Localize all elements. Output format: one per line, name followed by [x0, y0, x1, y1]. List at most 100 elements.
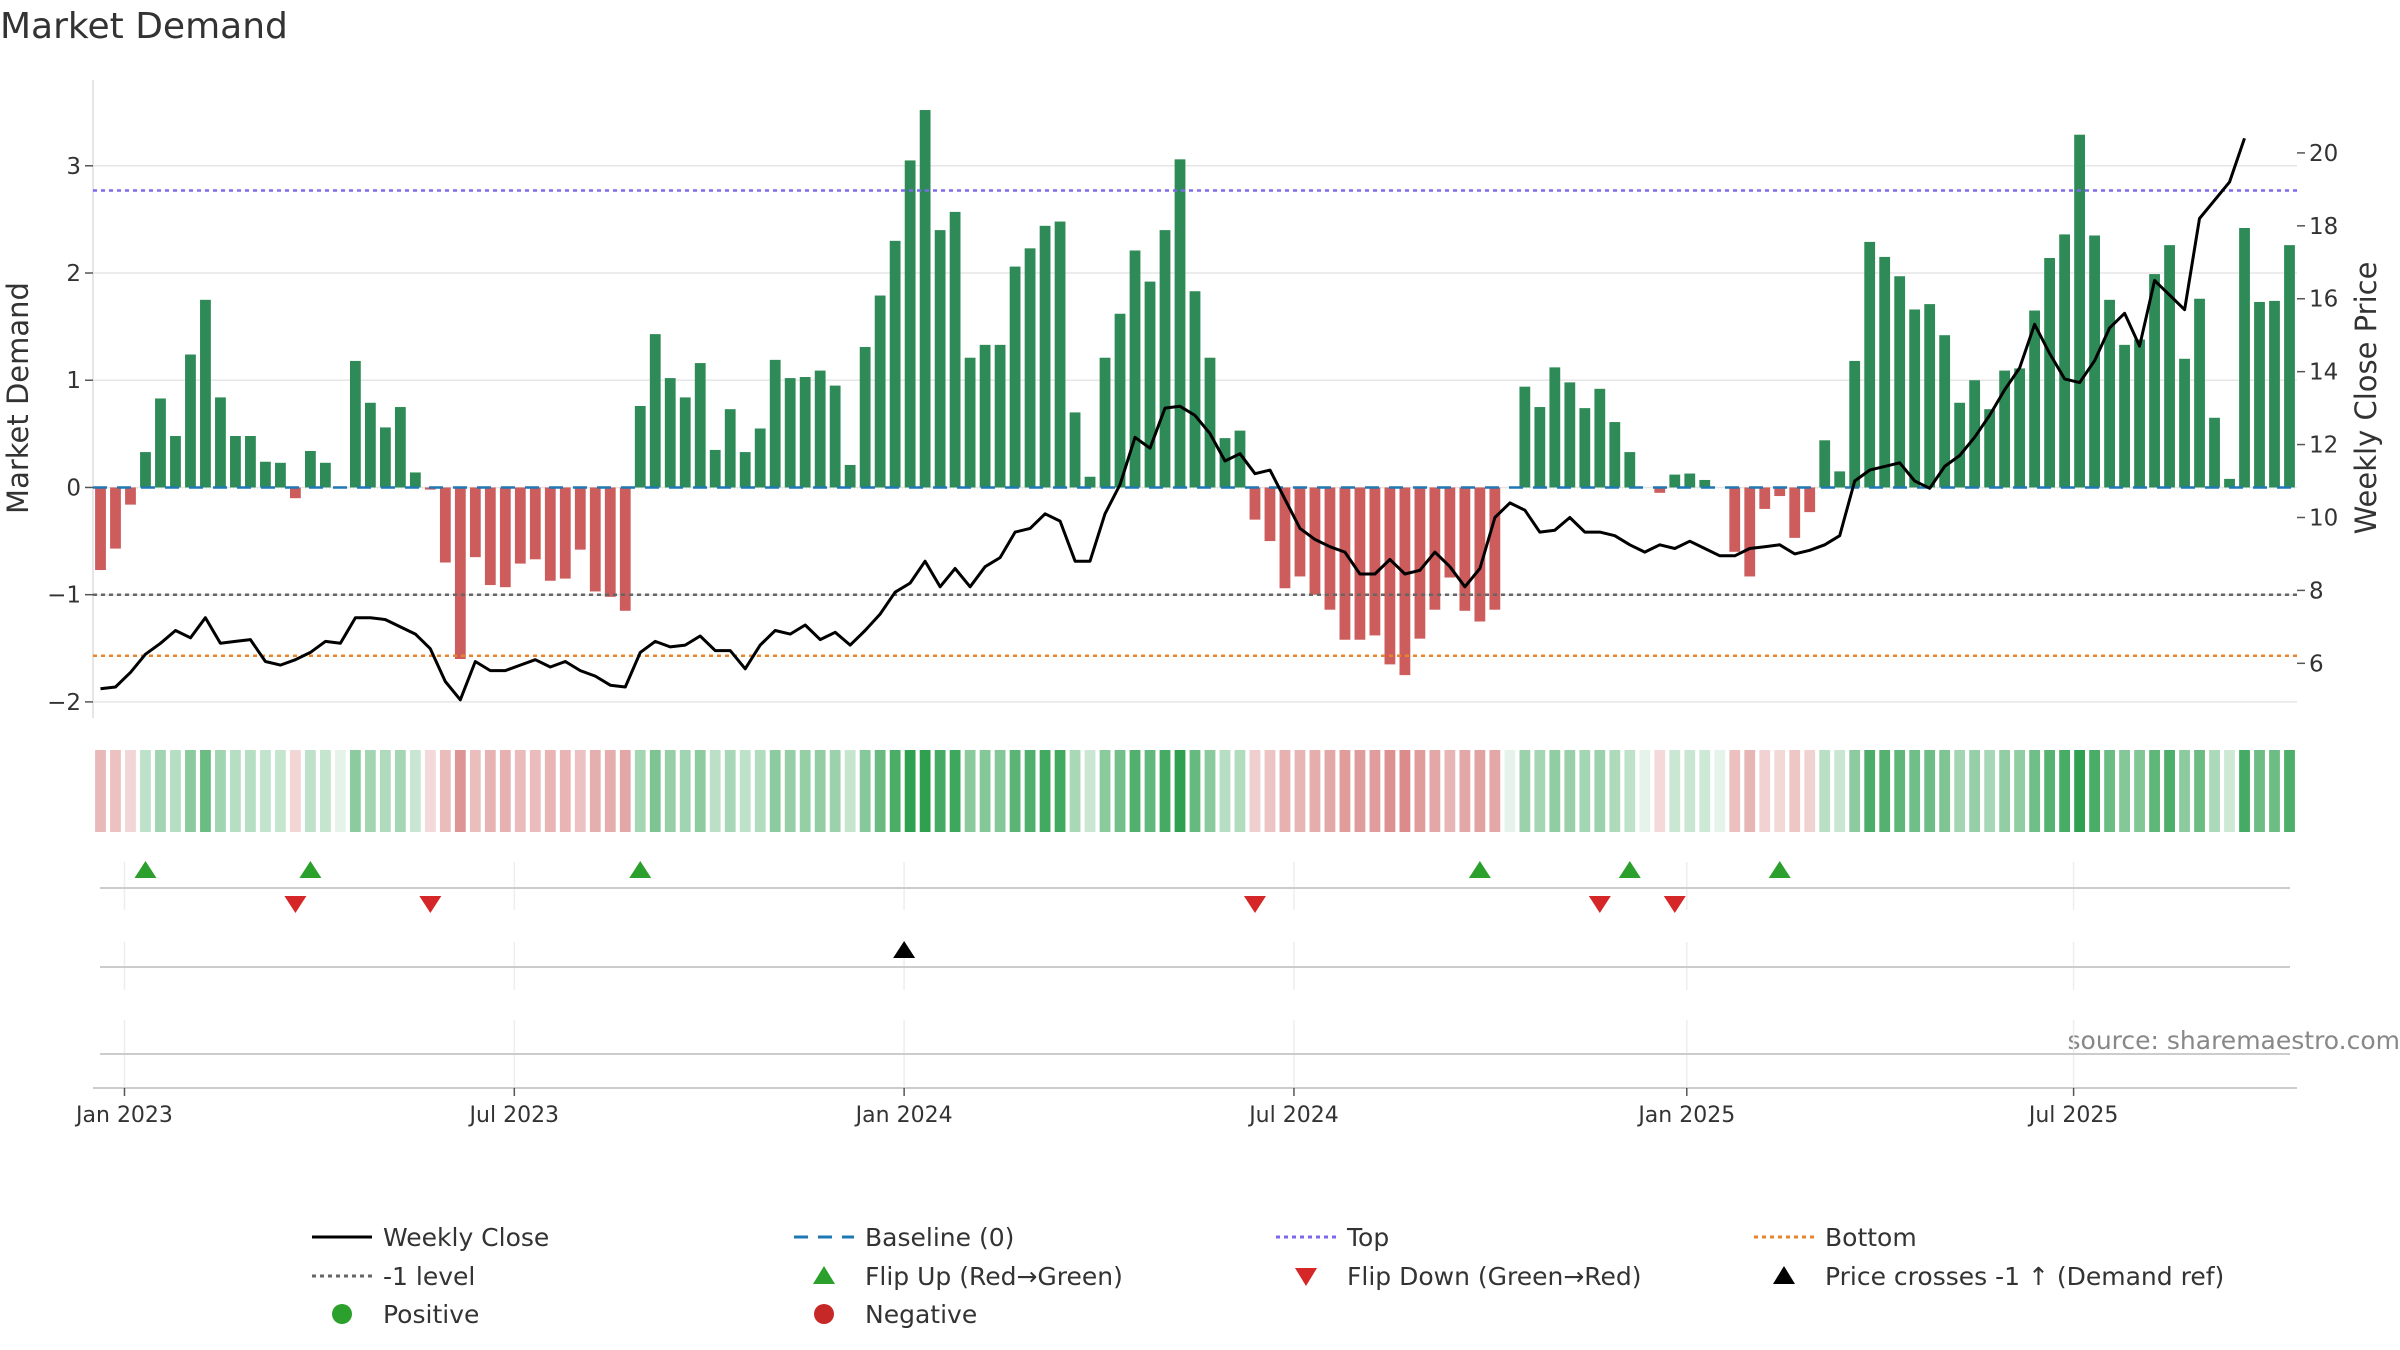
heat-strip-cell [1084, 750, 1096, 832]
heat-strip-cell [1864, 750, 1876, 832]
x-tick-label: Jan 2025 [1636, 1103, 1735, 1128]
heat-strip-cell [529, 750, 541, 832]
heat-strip-cell [1999, 750, 2011, 832]
demand-bar [185, 354, 196, 488]
heat-strip-cell [1054, 750, 1066, 832]
heat-strip-cell [499, 750, 511, 832]
demand-bar [2014, 368, 2026, 488]
demand-bar [499, 487, 511, 588]
demand-bar [2269, 300, 2280, 488]
heat-strip-cell [694, 750, 706, 832]
heat-strip-cell [964, 750, 976, 832]
demand-bar [2074, 134, 2085, 488]
heat-strip-cell [1534, 750, 1546, 832]
y-tick-label: 0 [66, 475, 81, 501]
demand-bar [2119, 344, 2130, 488]
demand-bar [1699, 479, 1711, 488]
demand-bar [1864, 241, 1876, 488]
demand-bar [245, 435, 256, 488]
heat-strip-cell [1384, 750, 1396, 832]
heat-strip-cell [2179, 750, 2190, 832]
y2-tick-label: 16 [2309, 287, 2338, 313]
demand-bar [529, 487, 541, 560]
heat-strip-cell [574, 750, 586, 832]
heat-strip-cell [1804, 750, 1816, 832]
demand-bar [170, 435, 181, 488]
demand-bar [1369, 487, 1381, 636]
demand-bar [140, 452, 151, 488]
demand-bar [1759, 487, 1771, 509]
flip-down-marker [284, 896, 307, 913]
heat-strip-cell [679, 750, 691, 832]
demand-bar [739, 452, 751, 488]
demand-bar [1144, 281, 1156, 488]
legend-item: Flip Up (Red→Green) [813, 1262, 1123, 1291]
demand-bar [1174, 159, 1186, 488]
heat-strip-cell [709, 750, 721, 832]
legend-label: Flip Down (Green→Red) [1347, 1262, 1642, 1291]
heat-strip-cell [1669, 750, 1681, 832]
heat-strip-cell [1069, 750, 1081, 832]
heat-strip-cell [1174, 750, 1186, 832]
heat-strip-cell [305, 750, 316, 832]
demand-bar [349, 360, 361, 488]
heat-strip-cell [1594, 750, 1606, 832]
legend-label: Price crosses -1 ↑ (Demand ref) [1825, 1262, 2224, 1291]
y-tick-label: 3 [66, 154, 81, 180]
legend-item: -1 level [312, 1262, 475, 1291]
heat-strip-cell [334, 750, 346, 832]
demand-bar [2224, 478, 2235, 488]
heat-strip-cell [1489, 750, 1501, 832]
demand-bar [1909, 309, 1921, 488]
legend-item: Positive [332, 1300, 479, 1329]
demand-bar [215, 397, 226, 488]
price-cross-marker [893, 941, 916, 958]
demand-bar [230, 435, 241, 488]
heat-strip-cell [604, 750, 616, 832]
heat-strip-cell [784, 750, 796, 832]
x-tick-label: Jul 2023 [468, 1103, 560, 1128]
heat-strip-cell [1444, 750, 1456, 832]
legend-swatch-triangle [813, 1266, 835, 1284]
demand-bar [1024, 248, 1036, 488]
heat-strip-cell [769, 750, 781, 832]
legend-swatch-triangle [1295, 1268, 1317, 1286]
demand-bar [1234, 430, 1246, 488]
flip-up-marker [299, 861, 322, 878]
heat-strip-cell [1024, 750, 1036, 832]
heat-strip-cell [2209, 750, 2220, 832]
demand-bar [1129, 250, 1141, 488]
demand-bar [1954, 402, 1966, 488]
demand-bar [664, 378, 676, 488]
heat-strip-cell [1819, 750, 1831, 832]
heat-strip-cell [170, 750, 181, 832]
heat-strip-cell [1954, 750, 1966, 832]
demand-bar [409, 472, 421, 488]
heat-strip-cell [349, 750, 361, 832]
heat-strip-cell [2029, 750, 2041, 832]
y2-tick-label: 14 [2309, 360, 2338, 386]
demand-bar [2209, 417, 2220, 488]
demand-bar [2179, 358, 2190, 488]
demand-bar [1819, 440, 1831, 488]
heat-strip-cell [110, 750, 121, 832]
heat-strip-cell [379, 750, 391, 832]
demand-bar [889, 240, 901, 488]
heat-strip-cell [1204, 750, 1216, 832]
demand-bar [559, 487, 571, 579]
demand-bar [379, 427, 391, 488]
heat-strip-cell [215, 750, 226, 832]
demand-bar [1054, 221, 1066, 488]
heat-strip-cell [1399, 750, 1411, 832]
demand-bar [260, 461, 271, 488]
demand-bar [1204, 357, 1216, 488]
demand-bar [709, 449, 721, 488]
heat-strip-cell [1474, 750, 1486, 832]
heat-strip-cell [544, 750, 556, 832]
demand-bar [1414, 487, 1426, 639]
legend-label: Bottom [1825, 1223, 1917, 1252]
legend-label: Baseline (0) [865, 1223, 1014, 1252]
heat-strip-cell [859, 750, 871, 832]
heat-strip-cell [2149, 750, 2160, 832]
demand-bar [1774, 487, 1786, 497]
